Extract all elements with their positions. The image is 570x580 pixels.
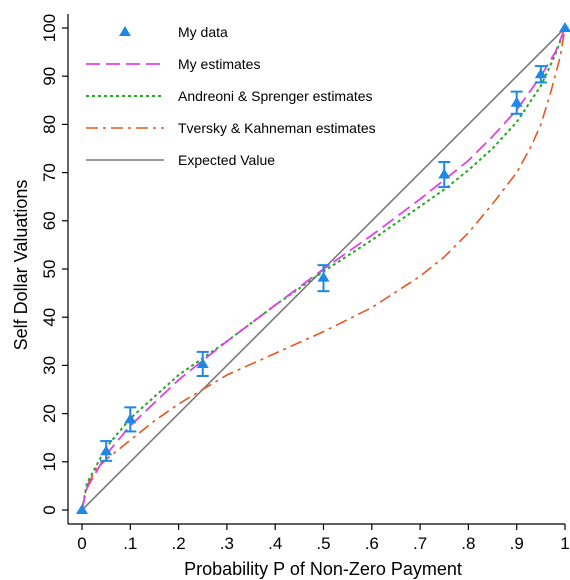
y-axis-label: Self Dollar Valuations [11,180,31,351]
data-point-triangle [438,168,451,179]
y-tick-label: 60 [40,211,59,230]
data-point-triangle [76,504,88,514]
x-tick-label: .4 [268,534,282,553]
data-point-triangle [534,68,547,79]
y-tick-label: 70 [40,163,59,182]
y-tick-label: 90 [40,67,59,86]
x-tick-label: .5 [316,534,330,553]
y-tick-label: 40 [40,308,59,327]
series-line-andreoni-sprenger-estimates [81,27,566,511]
legend-label: Andreoni & Sprenger estimates [178,88,373,104]
data-point-triangle [510,96,523,107]
data-point-triangle [100,445,113,456]
y-tick-label: 80 [40,115,59,134]
legend-marker-triangle [119,26,131,36]
legend-label: Tversky & Kahneman estimates [178,120,376,136]
y-axis: 0 10 20 30 40 50 60 70 80 90 100 [40,14,69,524]
legend-label: Expected Value [178,152,275,168]
y-tick-label: 30 [40,356,59,375]
data-point-triangle [124,413,137,424]
x-tick-label: .9 [510,534,524,553]
x-tick-label: .7 [413,534,427,553]
series-line-tversky-kahneman-estimates [81,27,566,511]
legend-label: My data [178,24,228,40]
legend-label: My estimates [178,56,260,72]
x-tick-label: 0 [77,534,86,553]
y-tick-label: 10 [40,452,59,471]
y-tick-label: 100 [40,14,59,42]
x-axis: 0 .1 .2 .3 .4 .5 .6 .7 .8 .9 1 [68,523,570,553]
y-tick-label: 50 [40,260,59,279]
data-point-triangle [559,22,570,32]
x-tick-label: .3 [220,534,234,553]
data-point-triangle [196,357,209,368]
data-point-triangle [317,271,330,282]
x-tick-label: .6 [365,534,379,553]
x-tick-label: .8 [461,534,475,553]
legend: My data My estimates Andreoni & Sprenger e… [86,24,376,168]
x-tick-label: .1 [123,534,137,553]
y-tick-label: 0 [40,505,59,514]
y-tick-label: 20 [40,404,59,423]
x-axis-label: Probability P of Non-Zero Payment [184,559,462,579]
x-tick-label: .2 [172,534,186,553]
x-tick-label: 1 [560,534,569,553]
series-layer [76,22,570,514]
